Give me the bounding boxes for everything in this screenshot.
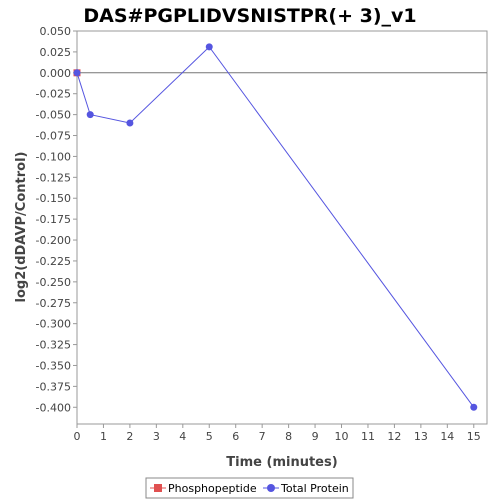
data-point-total-protein [126, 119, 134, 127]
y-tick-label: -0.350 [36, 359, 71, 372]
y-tick-label: -0.375 [36, 380, 71, 393]
y-tick-label: -0.100 [36, 150, 71, 163]
data-point-total-protein [86, 111, 94, 119]
x-tick-label: 2 [126, 430, 133, 443]
x-tick-label: 1 [100, 430, 107, 443]
x-tick-label: 6 [232, 430, 239, 443]
x-tick-label: 11 [361, 430, 375, 443]
y-tick-label: -0.125 [36, 171, 71, 184]
x-tick-label: 3 [153, 430, 160, 443]
x-tick-label: 5 [206, 430, 213, 443]
legend-label-phosphopeptide: Phosphopeptide [168, 482, 257, 495]
data-point-total-protein [73, 69, 81, 77]
data-point-total-protein [205, 43, 213, 51]
y-tick-label: -0.300 [36, 318, 71, 331]
legend: Phosphopeptide Total Protein [145, 477, 354, 499]
x-tick-label: 14 [440, 430, 454, 443]
y-tick-label: -0.025 [36, 88, 71, 101]
y-axis: 0.050 0.025 0.000 -0.025 -0.050 -0.075 -0.100 -… [36, 25, 77, 414]
x-tick-label: 10 [335, 430, 349, 443]
x-tick-label: 8 [285, 430, 292, 443]
x-tick-label: 9 [312, 430, 319, 443]
y-tick-label: 0.050 [40, 25, 72, 38]
x-axis: 0 1 2 3 4 5 6 7 8 9 10 11 12 13 14 15 [74, 424, 481, 443]
legend-label-total-protein: Total Protein [280, 482, 349, 495]
y-tick-label: 0.025 [40, 46, 72, 59]
chart-title: DAS#PGPLIDVSNISTPR(+ 3)_v1 [83, 5, 416, 27]
y-tick-label: -0.075 [36, 130, 71, 143]
y-tick-label: -0.250 [36, 276, 71, 289]
y-tick-label: -0.275 [36, 297, 71, 310]
y-tick-label: -0.050 [36, 109, 71, 122]
x-tick-label: 0 [74, 430, 81, 443]
legend-marker-phosphopeptide [154, 484, 162, 492]
x-tick-label: 4 [179, 430, 186, 443]
legend-marker-total-protein [267, 484, 275, 492]
x-axis-title: Time (minutes) [226, 455, 337, 470]
y-tick-label: -0.150 [36, 192, 71, 205]
legend-box [145, 477, 354, 499]
y-tick-label: -0.200 [36, 234, 71, 247]
plot-area [76, 30, 488, 425]
y-tick-label: 0.000 [40, 67, 72, 80]
y-tick-label: -0.400 [36, 401, 71, 414]
y-tick-label: -0.225 [36, 255, 71, 268]
y-tick-label: -0.325 [36, 339, 71, 352]
x-tick-label: 7 [259, 430, 266, 443]
data-point-total-protein [470, 403, 478, 411]
series-layer [73, 43, 478, 411]
x-tick-label: 15 [467, 430, 481, 443]
x-tick-label: 12 [387, 430, 401, 443]
y-axis-title: log2(dDAVP/Control) [14, 152, 29, 303]
x-tick-label: 13 [414, 430, 428, 443]
y-tick-label: -0.175 [36, 213, 71, 226]
